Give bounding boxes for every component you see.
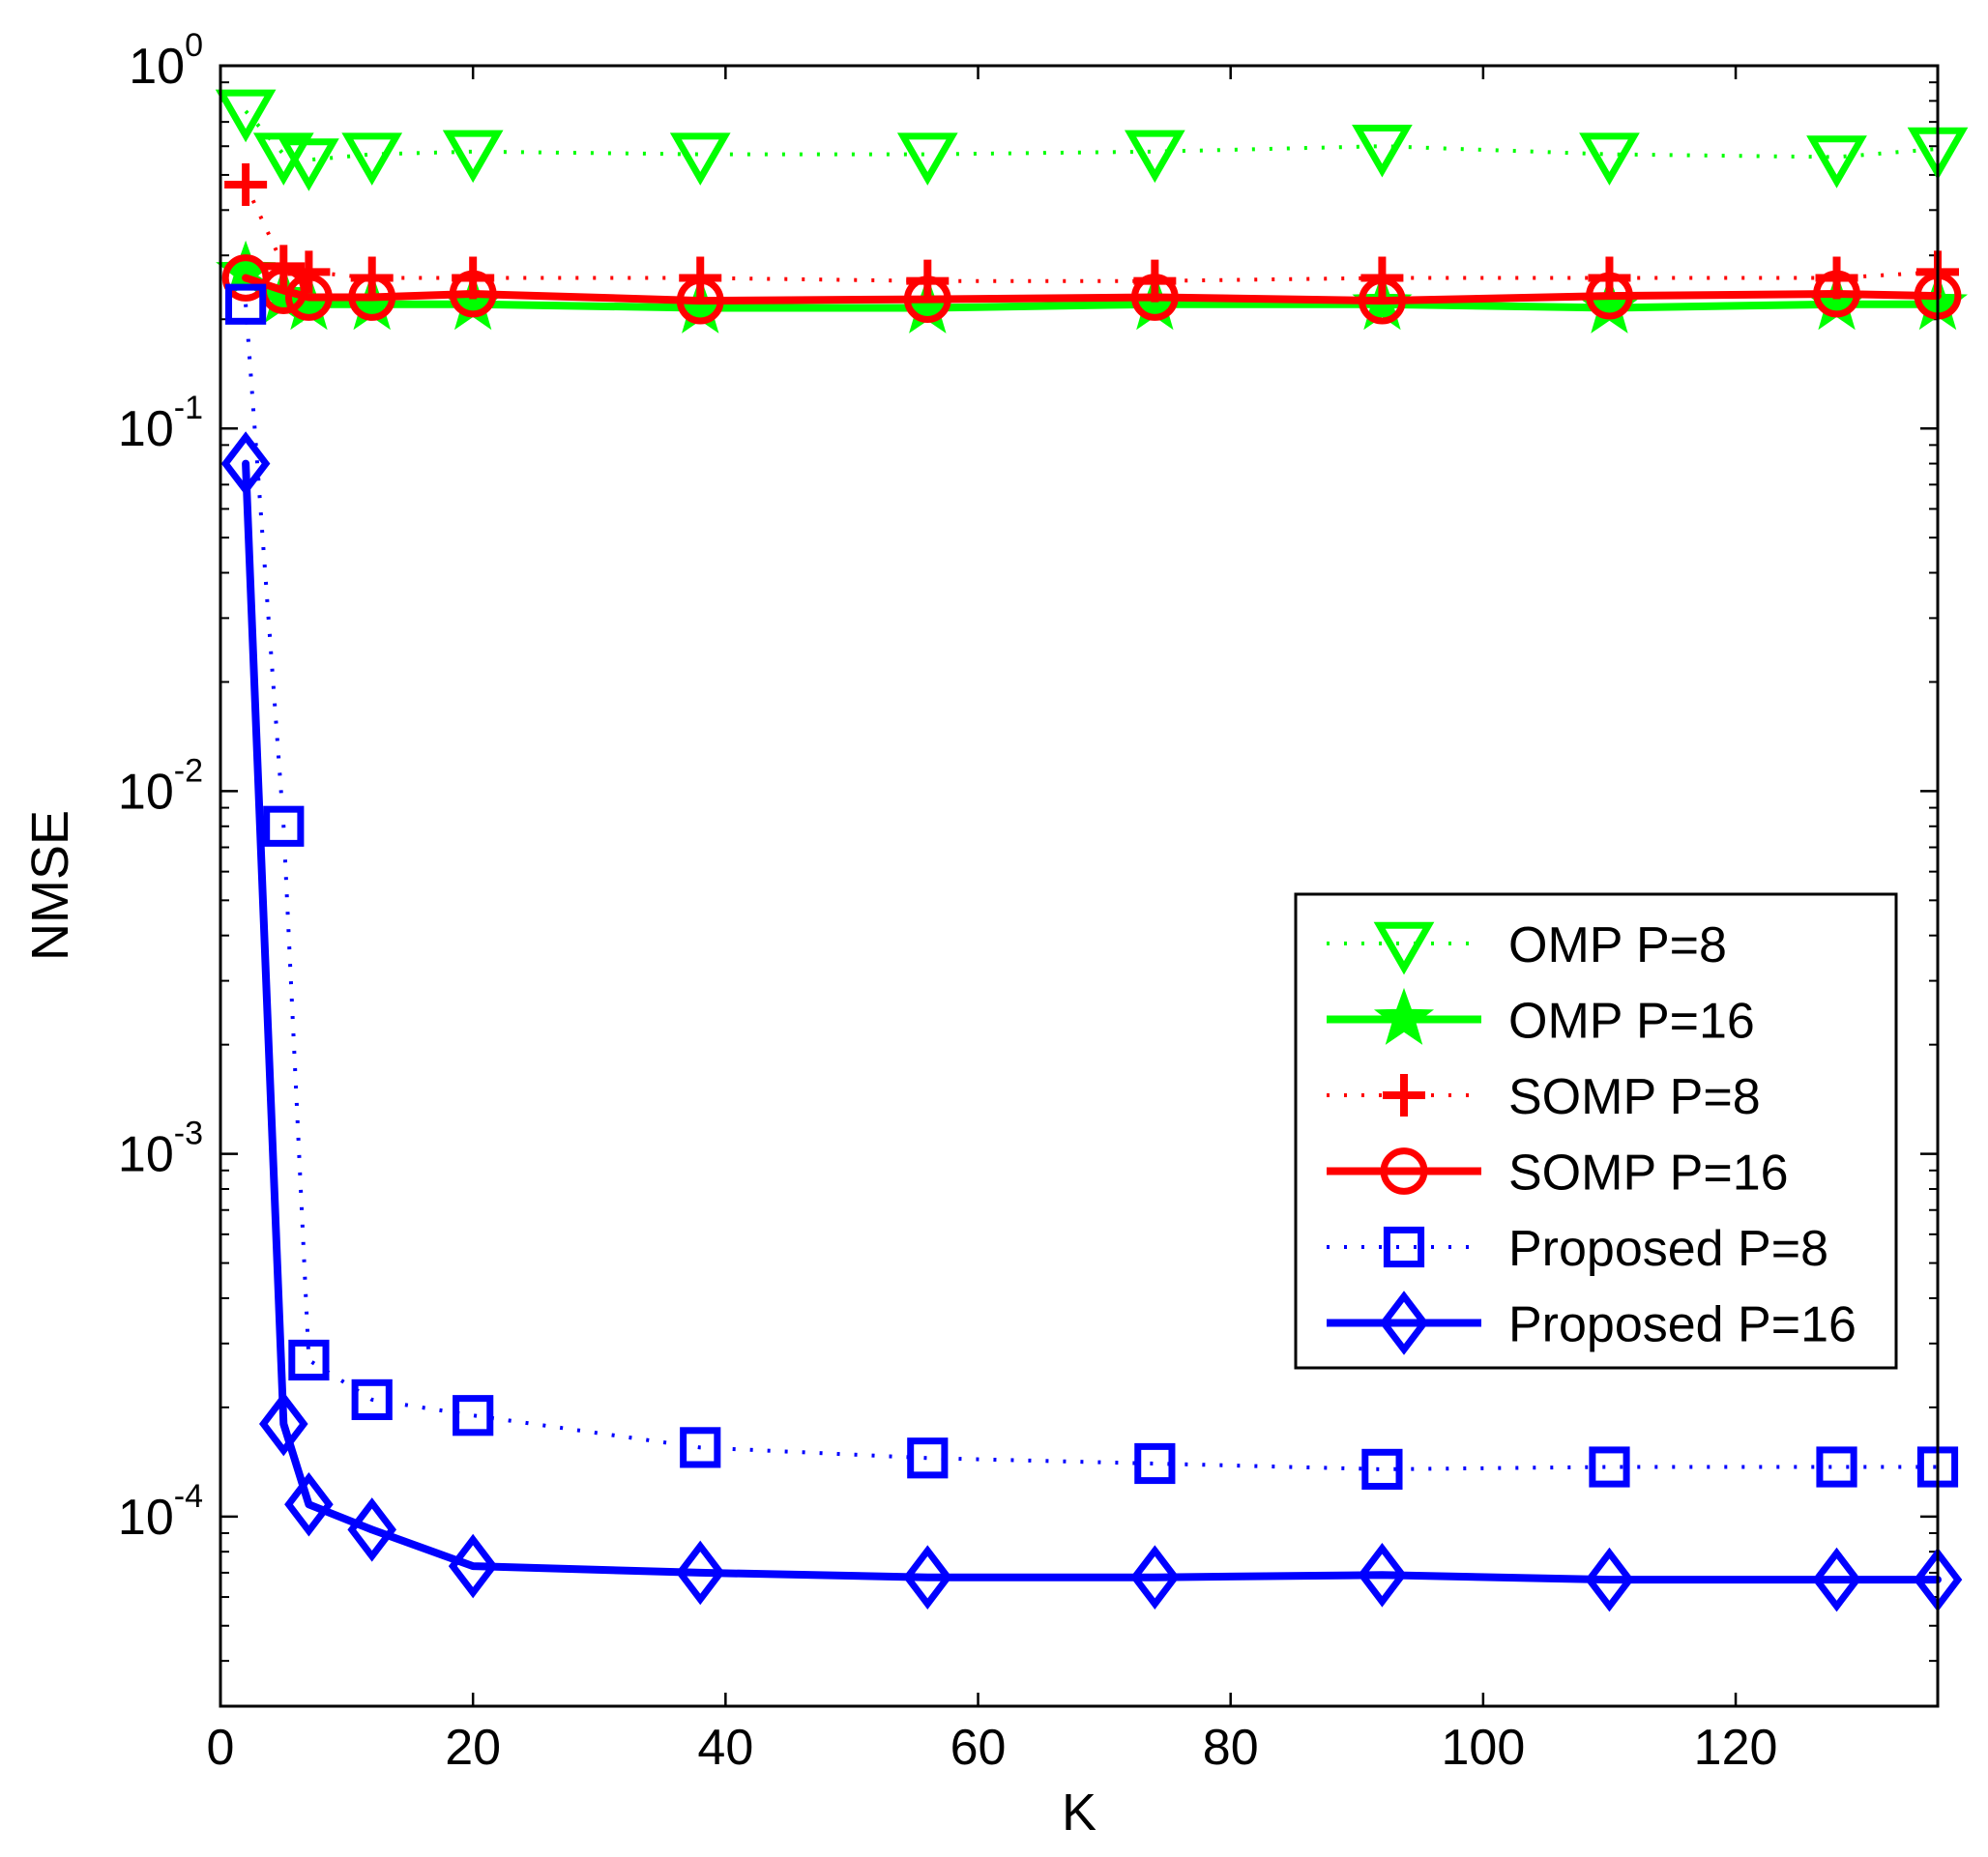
data-point	[285, 274, 333, 321]
data-point	[1586, 272, 1633, 320]
y-tick-label: 100	[129, 27, 203, 95]
legend: OMP P=8 OMP P=16 SOMP P=8 SOMP P=16 Proposed…	[1294, 892, 1898, 1370]
series-line	[242, 459, 1942, 1584]
legend-label: SOMP P=8	[1508, 1069, 1761, 1125]
legend-label: Proposed P=16	[1508, 1297, 1856, 1353]
data-point	[1352, 125, 1413, 178]
x-tick-label: 20	[445, 1720, 501, 1776]
y-tick-base: 10	[118, 764, 174, 820]
series-somp-p-16	[221, 254, 1962, 325]
legend-entry: OMP P=16	[1327, 987, 1755, 1050]
legend-entry: Proposed P=16	[1327, 1291, 1856, 1355]
legend-entry: Proposed P=8	[1327, 1221, 1828, 1277]
data-point	[1816, 1446, 1857, 1488]
data-point	[1125, 130, 1185, 184]
legend-box	[1294, 892, 1898, 1370]
marker-triangle-down	[1373, 921, 1435, 975]
x-tick-label: 60	[950, 1720, 1007, 1776]
data-point	[284, 1471, 334, 1537]
x-tick-label: 0	[207, 1720, 235, 1776]
data-point	[351, 1378, 393, 1421]
series-omp-p-8	[215, 89, 1969, 191]
legend-entry: SOMP P=16	[1327, 1146, 1789, 1202]
y-tick-label: 10-2	[118, 752, 203, 820]
legend-entry: OMP P=8	[1327, 917, 1727, 975]
legend-label: OMP P=8	[1508, 917, 1727, 973]
legend-entry: SOMP P=8	[1327, 1069, 1761, 1125]
data-point	[1813, 270, 1860, 318]
data-point	[220, 431, 271, 496]
data-point	[448, 1533, 498, 1599]
data-point	[1359, 276, 1406, 325]
x-axis-label: K	[1062, 1784, 1096, 1842]
data-point	[263, 805, 305, 847]
marker-star	[1373, 987, 1435, 1045]
x-tick-label: 40	[697, 1720, 753, 1776]
y-tick-base: 10	[118, 1490, 174, 1546]
y-axis-label: NMSE	[21, 810, 79, 961]
y-tick-exponent: -3	[174, 1116, 203, 1152]
data-point	[215, 89, 277, 143]
y-tick-label: 10-4	[118, 1478, 203, 1546]
series-proposed-p-16	[220, 431, 1963, 1612]
data-point	[1134, 1442, 1176, 1485]
data-point	[449, 270, 497, 318]
data-point	[903, 276, 951, 324]
legend-label: SOMP P=16	[1508, 1146, 1789, 1202]
data-point	[680, 1427, 721, 1468]
data-point	[676, 276, 724, 325]
marker-circle	[1380, 1147, 1428, 1195]
legend-label: OMP P=16	[1508, 994, 1755, 1050]
y-tick-exponent: -1	[174, 390, 203, 426]
marker-square	[1383, 1226, 1425, 1268]
data-point	[1812, 1547, 1861, 1612]
data-point	[1585, 1547, 1634, 1612]
data-point	[1358, 1542, 1407, 1608]
series-proposed-p-8	[225, 283, 1959, 1491]
data-point	[348, 274, 396, 321]
marker-plus	[1383, 1074, 1425, 1117]
y-tick-label: 10-1	[118, 390, 203, 457]
data-point	[224, 163, 268, 207]
data-point	[225, 283, 267, 325]
data-point	[902, 1545, 952, 1610]
x-tick-label: 100	[1441, 1720, 1525, 1776]
data-point	[258, 1391, 308, 1457]
data-point	[675, 1540, 725, 1606]
y-tick-base: 10	[118, 1127, 174, 1183]
legend-label: Proposed P=8	[1508, 1221, 1828, 1277]
data-point	[288, 1339, 330, 1381]
data-point	[669, 132, 731, 186]
data-point	[1130, 274, 1179, 321]
y-tick-exponent: -4	[174, 1478, 203, 1515]
series-layer	[215, 89, 1969, 1612]
y-tick-exponent: -2	[174, 752, 203, 789]
y-tick-base: 10	[118, 401, 174, 457]
data-point	[896, 132, 958, 186]
data-point	[907, 1437, 949, 1479]
y-tick-base: 10	[129, 39, 185, 95]
marker-diamond	[1379, 1291, 1429, 1355]
data-point	[341, 132, 403, 186]
data-point	[442, 130, 504, 184]
data-point	[1361, 1448, 1403, 1491]
data-point	[1589, 1446, 1630, 1488]
plot-area-frame	[219, 64, 1940, 1708]
data-point	[262, 245, 306, 288]
y-tick-exponent: 0	[185, 27, 203, 64]
y-tick-label: 10-3	[118, 1116, 203, 1183]
data-point	[453, 1395, 494, 1436]
x-tick-label: 80	[1203, 1720, 1259, 1776]
data-point	[347, 1497, 397, 1562]
data-point	[1130, 1545, 1180, 1610]
data-point	[1806, 135, 1867, 189]
data-point	[278, 138, 339, 191]
x-tick-label: 120	[1694, 1720, 1778, 1776]
data-point	[1579, 132, 1640, 186]
